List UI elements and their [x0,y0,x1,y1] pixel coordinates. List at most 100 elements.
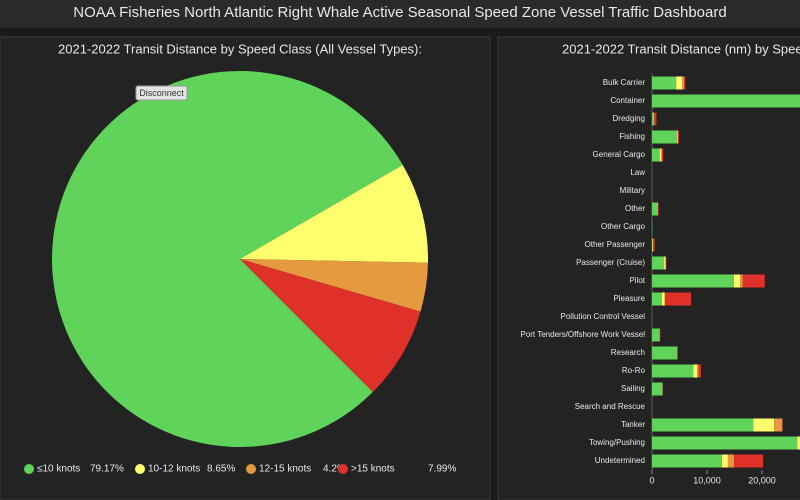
pie-slice [240,259,428,312]
legend-swatch [246,464,256,474]
bar-segment [797,436,800,450]
legend-value: 4.2% [323,464,346,475]
bar-segment [742,274,765,288]
y-tick-label: Pleasure [613,294,645,303]
bar-segment [653,238,655,252]
bar-segment [652,292,662,306]
bar-segment [652,148,660,162]
bar-segment [733,274,740,288]
y-tick-label: Pollution Control Vessel [561,312,646,321]
bar-segment [659,328,660,342]
y-tick-label: Pilot [629,276,645,285]
pie-title: 2021-2022 Transit Distance by Speed Clas… [58,41,422,56]
bar-segment [676,76,683,90]
bar-segment [697,364,699,378]
bar-segment [693,364,698,378]
y-tick-label: Bulk Carrier [603,78,646,87]
x-tick-label: 20,000 [748,475,776,485]
bar-segment [740,274,743,288]
y-tick-label: Undetermined [595,456,645,465]
y-tick-label: Tanker [621,420,645,429]
bar-segment [659,148,662,162]
bar-segment [652,256,665,270]
legend-swatch [338,464,348,474]
pie-slice [52,70,403,447]
bar-segment [661,148,664,162]
y-tick-label: Other Cargo [601,222,646,231]
y-tick-label: Towing/Pushing [589,438,645,447]
bar-segment [654,112,657,126]
y-tick-label: Research [611,348,645,357]
bar-segment [659,328,661,342]
bar-segment [682,76,685,90]
bar-segment [652,94,800,108]
bar-segment [652,418,754,432]
legend-swatch [24,464,34,474]
bar-segment [676,130,678,144]
bar-title: 2021-2022 Transit Distance (nm) by Speed [562,41,800,56]
bar-segment [652,382,662,396]
bar-segment [652,130,677,144]
bar-segment [677,130,679,144]
legend-value: 7.99% [428,464,456,475]
bar-segment [733,454,764,468]
y-tick-label: Other Passenger [585,240,646,249]
bar-segment [652,346,677,360]
y-tick-label: Passenger (Cruise) [576,258,645,267]
bar-segment [721,454,728,468]
bar-segment [652,238,654,252]
bar-segment [652,112,654,126]
tooltip-text: Disconnect [139,88,184,98]
bar-segment [652,238,653,252]
bar-segment [676,346,678,360]
bar-segment [698,364,701,378]
bar-segment [652,436,798,450]
y-tick-label: Sailing [621,384,645,393]
y-tick-label: Dredging [613,114,645,123]
pie-chart: ≤10 knots 79.17% 10-12 knots 8.65% 12-15 kno… [24,70,456,475]
bar-segment [665,256,667,270]
bar-segment [656,202,658,216]
bar-segment [652,76,677,90]
bar-segment [652,364,694,378]
bar-segment [661,382,663,396]
y-tick-label: Other [625,204,645,213]
y-tick-label: General Cargo [593,150,646,159]
y-tick-label: Search and Rescue [575,402,646,411]
bar-chart: 0 10,000 20,000 Bulk Carrier Container Dredgi… [520,73,800,485]
bar-segment [653,112,655,126]
y-tick-label: Law [630,168,645,177]
y-tick-label: Container [610,96,645,105]
y-tick-label: Port Tenders/Offshore Work Vessel [520,330,645,339]
x-tick-label: 0 [649,475,654,485]
bar-segment [652,328,660,342]
bar-segment [664,292,666,306]
pie-slice [240,164,428,263]
legend-value: 8.65% [207,464,235,475]
bar-segment [665,292,692,306]
bar-segment [753,418,775,432]
legend-value: 79.17% [90,464,124,475]
y-tick-label: Military [620,186,645,195]
bar-segment [652,202,657,216]
bar-segment [727,454,734,468]
tooltip: Disconnect [135,85,188,101]
x-tick-label: 10,000 [693,475,721,485]
legend-label: 10-12 knots [148,464,200,475]
bar-segment [661,292,665,306]
header-bar [0,0,800,28]
legend-label: >15 knots [351,464,395,475]
bar-segment [657,202,659,216]
legend-label: ≤10 knots [37,464,80,475]
header-title: NOAA Fisheries North Atlantic Right Whal… [73,4,726,21]
y-tick-label: Fishing [619,132,645,141]
tooltip-box [135,85,188,101]
pie-slice [240,259,421,392]
bar-segment [652,274,734,288]
bar-segment [774,418,783,432]
y-tick-label: Ro-Ro [622,366,646,375]
bar-segment [684,76,686,90]
legend-label: 12-15 knots [259,464,311,475]
